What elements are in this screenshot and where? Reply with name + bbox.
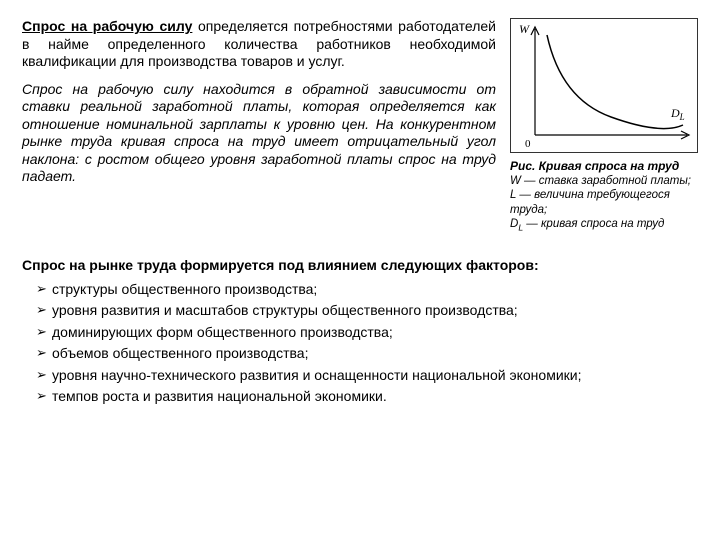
- chart-svg: W 0 DL: [511, 19, 697, 152]
- y-axis-label: W: [519, 22, 530, 36]
- list-item: объемов общественного производства;: [36, 345, 698, 363]
- top-section: Спрос на рабочую силу определяется потре…: [22, 18, 698, 233]
- demand-curve-chart: W 0 DL: [510, 18, 698, 153]
- chart-caption: Рис. Кривая спроса на труд W — ставка за…: [510, 159, 698, 233]
- origin-label: 0: [525, 138, 531, 150]
- factors-list: структуры общественного производства; ур…: [22, 281, 698, 406]
- caption-line-w: W — ставка заработной платы;: [510, 174, 698, 188]
- caption-line-l: L — величина требующегося труда;: [510, 188, 698, 217]
- demand-curve: [547, 35, 683, 129]
- curve-label: DL: [670, 106, 685, 122]
- list-item: структуры общественного производства;: [36, 281, 698, 299]
- para1-lead: Спрос на рабочую силу: [22, 18, 192, 34]
- list-item: уровня научно-технического развития и ос…: [36, 367, 698, 385]
- left-column: Спрос на рабочую силу определяется потре…: [22, 18, 496, 233]
- paragraph-definition: Спрос на рабочую силу определяется потре…: [22, 18, 496, 71]
- caption-line-dl: DL — кривая спроса на труд: [510, 217, 698, 233]
- list-item: уровня развития и масштабов структуры об…: [36, 302, 698, 320]
- caption-title: Рис. Кривая спроса на труд: [510, 159, 698, 174]
- factors-heading: Спрос на рынке труда формируется под вли…: [22, 257, 698, 275]
- paragraph-demand-relation: Спрос на рабочую силу находится в обратн…: [22, 81, 496, 186]
- right-column: W 0 DL Рис. Кривая спроса на труд W — ст…: [510, 18, 698, 233]
- list-item: доминирующих форм общественного производ…: [36, 324, 698, 342]
- list-item: темпов роста и развития национальной эко…: [36, 388, 698, 406]
